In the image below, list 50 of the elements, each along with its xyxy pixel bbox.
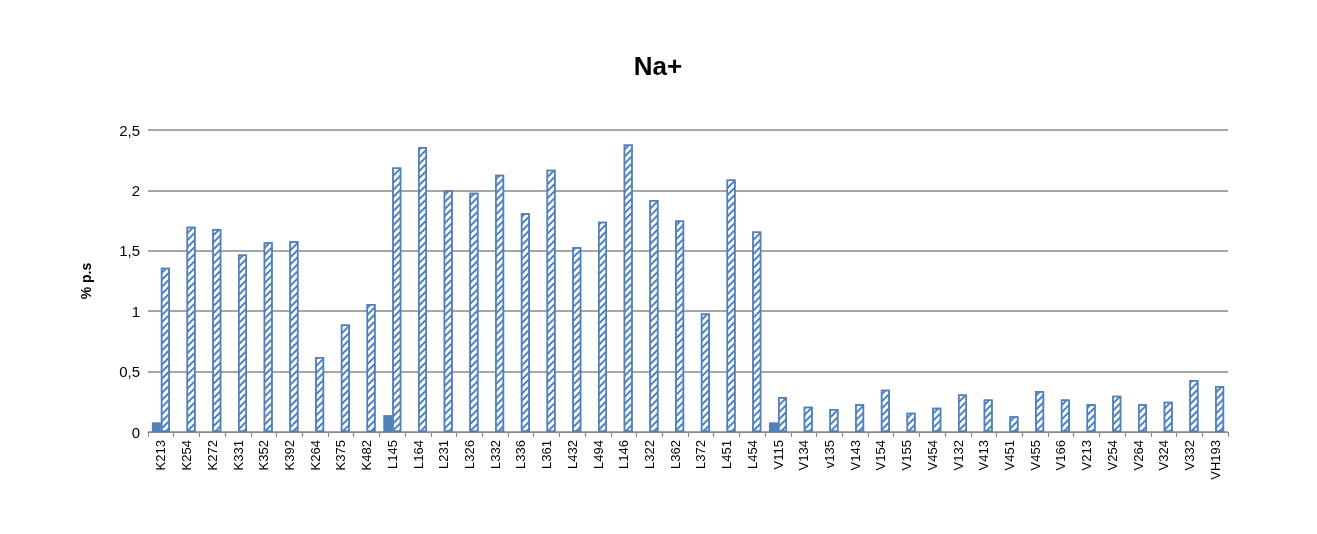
x-tick-label: L326 bbox=[461, 440, 477, 469]
x-tick-label: L145 bbox=[384, 440, 400, 469]
y-tick-label: 1 bbox=[131, 302, 140, 320]
x-tick-label: V413 bbox=[976, 440, 992, 471]
x-tick-label: K213 bbox=[153, 440, 169, 471]
y-tick-label: 0 bbox=[131, 423, 140, 441]
x-tick-label: L361 bbox=[539, 440, 555, 469]
x-tick-label: V134 bbox=[796, 440, 812, 471]
x-tick-label: V451 bbox=[1001, 440, 1017, 471]
x-tick-label: V166 bbox=[1053, 440, 1069, 471]
x-tick-label: L454 bbox=[744, 440, 760, 469]
x-tick-label: L362 bbox=[667, 440, 683, 469]
y-tick-label: 2,5 bbox=[119, 121, 140, 139]
x-tick-label: K254 bbox=[179, 440, 195, 471]
x-tick-label: V455 bbox=[1027, 440, 1043, 471]
x-tick-label: L164 bbox=[410, 440, 426, 469]
x-tick-label: V132 bbox=[950, 440, 966, 471]
x-tick-label: L432 bbox=[564, 440, 580, 469]
chart-title: Na+ bbox=[633, 51, 683, 81]
x-tick-label: V454 bbox=[924, 440, 940, 471]
x-tick-label: K272 bbox=[204, 440, 220, 471]
x-tick-label: V324 bbox=[1156, 440, 1172, 471]
x-tick-label: L336 bbox=[513, 440, 529, 469]
x-tick-label: K482 bbox=[359, 440, 375, 471]
x-tick-label: L231 bbox=[436, 440, 452, 469]
x-tick-label: K375 bbox=[333, 440, 349, 471]
x-tick-label: V332 bbox=[1181, 440, 1197, 471]
x-tick-label: L146 bbox=[616, 440, 632, 469]
x-tick-label: V155 bbox=[899, 440, 915, 471]
y-tick-label: 2 bbox=[131, 181, 140, 199]
x-tick-label: V115 bbox=[770, 440, 786, 470]
x-tick-label: K392 bbox=[281, 440, 297, 471]
y-tick-label: 1,5 bbox=[119, 242, 140, 260]
x-tick-label: L451 bbox=[719, 440, 735, 469]
x-tick-label: L494 bbox=[590, 440, 606, 469]
x-tick-label: V213 bbox=[1079, 440, 1095, 471]
y-axis-title: % p.s bbox=[78, 262, 94, 300]
x-tick-label: K331 bbox=[230, 440, 246, 471]
x-tick-label: K352 bbox=[256, 440, 272, 471]
x-tick-label: V154 bbox=[873, 440, 889, 471]
x-tick-label: V264 bbox=[1130, 440, 1146, 471]
x-tick-label: L322 bbox=[641, 440, 657, 469]
x-tick-label: VH193 bbox=[1207, 440, 1223, 480]
x-tick-label: v135 bbox=[821, 440, 837, 469]
x-tick-label: L372 bbox=[693, 440, 709, 469]
x-tick-label: V143 bbox=[847, 440, 863, 471]
x-tick-label: K264 bbox=[307, 440, 323, 471]
x-tick-label: V254 bbox=[1104, 440, 1120, 471]
y-tick-label: 0,5 bbox=[119, 363, 140, 381]
x-tick-label: L332 bbox=[487, 440, 503, 469]
